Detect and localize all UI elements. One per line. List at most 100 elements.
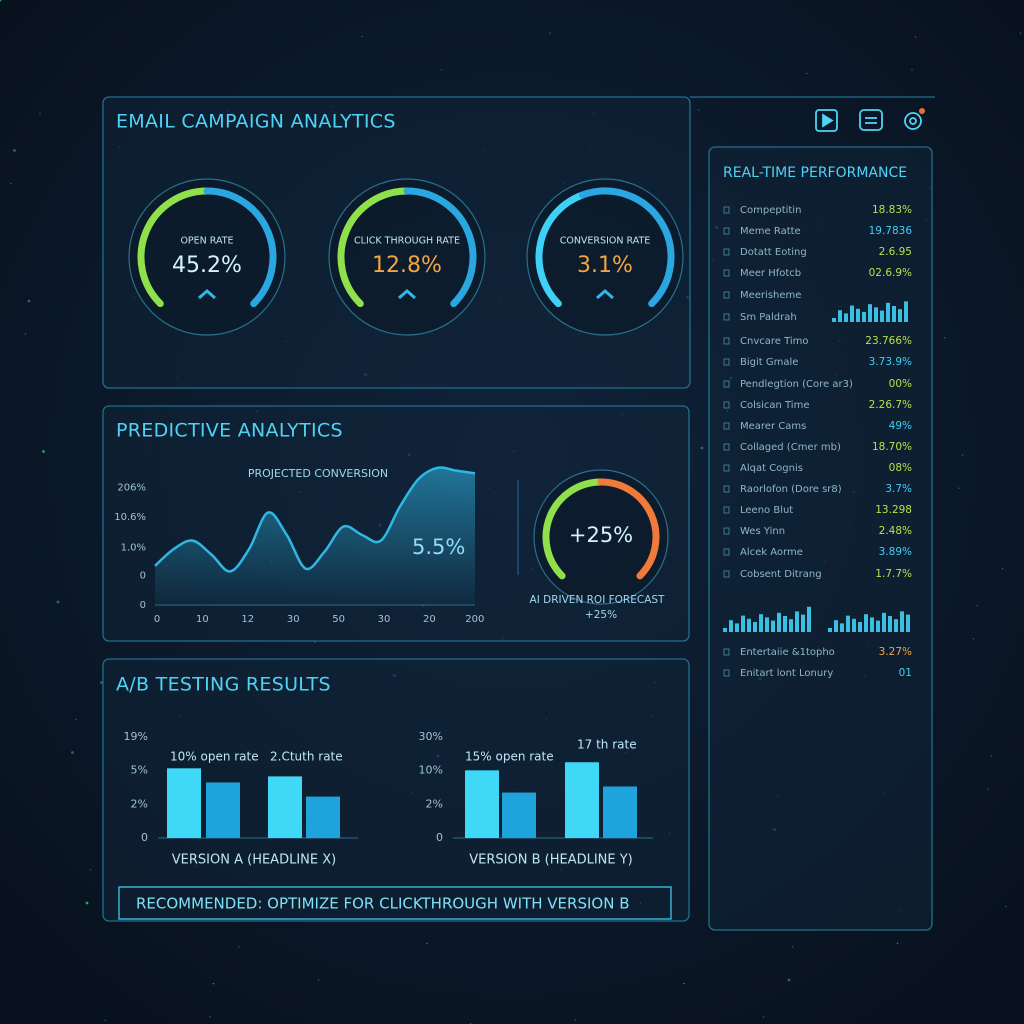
star [238,946,240,948]
row-value: 23.766% [865,335,912,347]
sparkline-bar [858,622,862,632]
star [39,112,41,115]
gauge-value: 12.8% [372,253,442,278]
ab-panel [102,658,690,922]
row-label: Wes Yinn [740,526,785,537]
row-value: 49% [889,420,912,432]
bar-annotation: 2.Ctuth rate [270,750,343,764]
sparkline-bar [834,620,838,632]
chat-button[interactable] [859,109,883,131]
bar [465,770,499,838]
row-bullet [723,506,730,514]
row-label: Pendlegtion (Core ar3) [740,379,853,390]
bar [306,796,340,838]
y-tick-label: 0 [141,831,148,844]
x-tick-label: 30 [378,614,391,625]
row-bullet [723,422,730,430]
y-tick-label: 0 [140,571,146,582]
gauge-label: CLICK THROUGH RATE [354,236,460,247]
gauge-arc [137,187,211,308]
sparkline-bar [882,612,886,632]
roi-caption: AI DRIVEN ROI FORECAST [530,594,666,606]
roi-value: +25% [569,523,633,547]
sparkline-bar [864,614,868,632]
sparkline-bar [795,611,799,632]
sparkline-bar [789,619,793,632]
row-bullet [723,570,730,578]
bar [206,782,240,838]
row-bullet [723,443,730,451]
star [896,942,899,944]
y-tick-label: 19% [124,730,148,743]
row-bullet [723,669,730,677]
x-tick-label: 10 [196,614,209,625]
star [361,35,363,38]
star [987,788,989,790]
row-bullet [723,269,730,277]
star [85,901,89,905]
sparkline-bar [880,310,884,322]
y-tick-label: 5% [131,763,148,776]
row-bullet [723,485,730,493]
star [1019,32,1022,34]
y-tick-label: 0 [140,600,146,611]
star [1005,905,1007,908]
sparkline-bar [765,617,769,632]
play-button[interactable] [815,109,838,132]
sparkline-bar [868,304,872,322]
star [440,69,443,71]
sparkline-bar [850,305,854,322]
row-label: Meerisheme [740,290,801,301]
bar [603,786,637,838]
gauge-chevron [596,289,614,300]
recommendation: RECOMMENDED: OPTIMIZE FOR CLICKTHROUGH W… [136,895,630,913]
sparkline-bar [876,620,880,632]
x-tick-label: 20 [423,614,436,625]
bar-annotation: 10% open rate [170,750,259,764]
sparkline-bar [759,614,763,632]
row-value: 2.6.95 [879,246,912,258]
sparkline-bar [777,612,781,632]
sparkline-bar [807,606,811,632]
section-title: PREDICTIVE ANALYTICS [116,420,343,442]
gauge-arc [403,187,477,308]
star [976,604,978,607]
sparkline-bar [741,615,745,632]
row-value: 2.48% [879,525,912,537]
x-tick-label: 200 [465,614,484,625]
star [24,333,27,335]
sparkline-bar [729,620,733,632]
gauge-label: OPEN RATE [180,236,233,247]
row-bullet [723,464,730,472]
sparkline-bar [771,620,775,632]
row-label: Enitart lont Lonury [740,668,833,679]
bar [502,792,536,838]
y-tick-label: 1.0% [121,543,146,554]
bar [565,762,599,838]
row-value: 3.27% [879,646,912,658]
star [212,983,215,985]
row-value: 00% [889,378,912,390]
sparkline-bar [838,310,842,322]
star [911,69,913,71]
gauge-ring [328,178,486,336]
gauge-chevron [198,289,216,300]
area-fill [155,467,475,605]
sparkline-bar [888,616,892,632]
settings-button[interactable] [904,108,925,130]
row-value: 3.89% [879,546,912,558]
row-label: Compeptitin [740,205,801,216]
star [75,718,77,721]
y-tick-label: 2% [131,798,148,811]
star [697,109,700,111]
star [1001,568,1004,570]
star [574,1019,577,1021]
star [42,450,45,453]
row-label: Collaged (Cmer mb) [740,442,841,453]
section-title: A/B TESTING RESULTS [116,674,331,696]
row-bullet [723,206,730,214]
sparkline-bar [856,308,860,322]
chart-caption: VERSION A (HEADLINE X) [172,853,336,868]
row-value: 13.298 [875,504,912,516]
